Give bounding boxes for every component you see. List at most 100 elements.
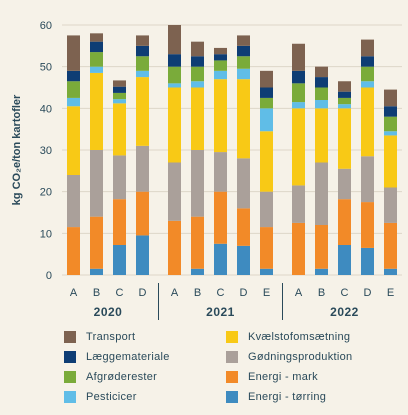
x-tick-label: A <box>171 287 179 299</box>
bar-segment <box>338 199 351 245</box>
bar-segment <box>136 235 149 275</box>
bar-segment <box>237 208 250 246</box>
bar-segment <box>237 245 250 275</box>
bar-segment <box>136 45 149 57</box>
bar-segment <box>315 66 328 78</box>
bar-segment <box>67 175 80 228</box>
bar-segment <box>292 83 305 103</box>
bar-segment <box>168 54 181 67</box>
bar-segment <box>384 89 397 107</box>
legend-item: Afgrøderester <box>64 370 214 383</box>
bar-segment <box>260 70 273 88</box>
legend-label: Energi - tørring <box>248 390 327 403</box>
x-tick-label: B <box>318 287 325 299</box>
bar-segment <box>315 225 328 269</box>
legend-label: Energi - mark <box>248 370 318 383</box>
legend-swatch <box>64 350 76 363</box>
legend-label: Gødningsproduktion <box>248 350 353 363</box>
bar-segment <box>90 52 103 67</box>
bar-segment <box>191 268 204 275</box>
bar-segment <box>67 227 80 275</box>
bar-segment <box>67 97 80 107</box>
y-tick-label: 40 <box>40 103 52 115</box>
legend-swatch <box>226 370 238 383</box>
bar-segment <box>214 152 227 192</box>
bar-segment <box>292 108 305 186</box>
bar-segment <box>338 97 351 105</box>
bar-segment <box>136 56 149 71</box>
bar-segment <box>67 106 80 175</box>
bar-segment <box>136 145 149 192</box>
legend-label: Kvælstofomsætning <box>248 330 351 343</box>
bar-segment <box>315 77 328 88</box>
bar-segment <box>338 91 351 98</box>
bar-segment <box>113 92 126 100</box>
y-tick-label: 20 <box>40 187 52 199</box>
bar-segment <box>168 162 181 221</box>
bar-segment <box>237 68 250 80</box>
bar-segment <box>315 108 328 163</box>
x-tick-label: C <box>217 287 225 299</box>
bar-segment <box>113 199 126 245</box>
bar-segment <box>90 150 103 217</box>
bar-segment <box>260 131 273 192</box>
bar-segment <box>90 72 103 150</box>
bar-segment <box>214 60 227 71</box>
legend-label: Læggemateriale <box>86 350 170 363</box>
legend-item: Energi - mark <box>226 370 396 383</box>
bar-segment <box>260 97 273 109</box>
bar-segment <box>90 33 103 42</box>
bar-segment <box>191 216 204 269</box>
bars <box>67 25 397 275</box>
bar-segment <box>315 162 328 225</box>
bar-segment <box>338 168 351 200</box>
bar-segment <box>338 108 351 169</box>
bar-segment <box>292 185 305 223</box>
bar-segment <box>384 131 397 136</box>
bar-segment <box>214 70 227 80</box>
bar-segment <box>113 155 126 200</box>
bar-segment <box>338 81 351 92</box>
bar-segment <box>113 99 126 104</box>
bar-segment <box>260 191 273 228</box>
bar-segment <box>361 56 374 67</box>
bar-segment <box>214 54 227 61</box>
bar-segment <box>338 104 351 109</box>
bar-segment <box>113 245 126 275</box>
bar-segment <box>168 25 181 55</box>
x-tick-label: A <box>295 287 303 299</box>
bar-segment <box>67 81 80 98</box>
bar-segment <box>67 35 80 71</box>
bar-segment <box>384 135 397 188</box>
bar-segment <box>384 222 397 269</box>
legend-swatch <box>226 330 238 343</box>
y-tick-label: 50 <box>40 62 52 74</box>
bar-segment <box>260 268 273 275</box>
bar-segment <box>90 66 103 73</box>
bar-segment <box>191 66 204 82</box>
legend-item: Energi - tørring <box>226 390 396 403</box>
bar-segment <box>361 87 374 157</box>
legend-item: Pesticicer <box>64 390 214 403</box>
x-tick-label: D <box>139 287 147 299</box>
y-tick-label: 60 <box>40 20 52 32</box>
bar-segment <box>168 66 181 84</box>
legend-swatch <box>226 390 238 403</box>
bar-segment <box>90 216 103 269</box>
bar-segment <box>384 187 397 223</box>
bar-segment <box>113 103 126 156</box>
bar-segment <box>168 87 181 163</box>
bar-segment <box>361 39 374 57</box>
bar-segment <box>237 158 250 209</box>
bar-segment <box>90 41 103 53</box>
bar-segment <box>191 150 204 217</box>
bar-segment <box>292 102 305 109</box>
bar-segment <box>136 70 149 78</box>
legend-item: Transport <box>64 330 214 343</box>
bar-segment <box>191 56 204 67</box>
legend-label: Transport <box>86 330 136 343</box>
bar-segment <box>384 116 397 132</box>
x-tick-label: A <box>70 287 78 299</box>
bar-segment <box>168 220 181 275</box>
